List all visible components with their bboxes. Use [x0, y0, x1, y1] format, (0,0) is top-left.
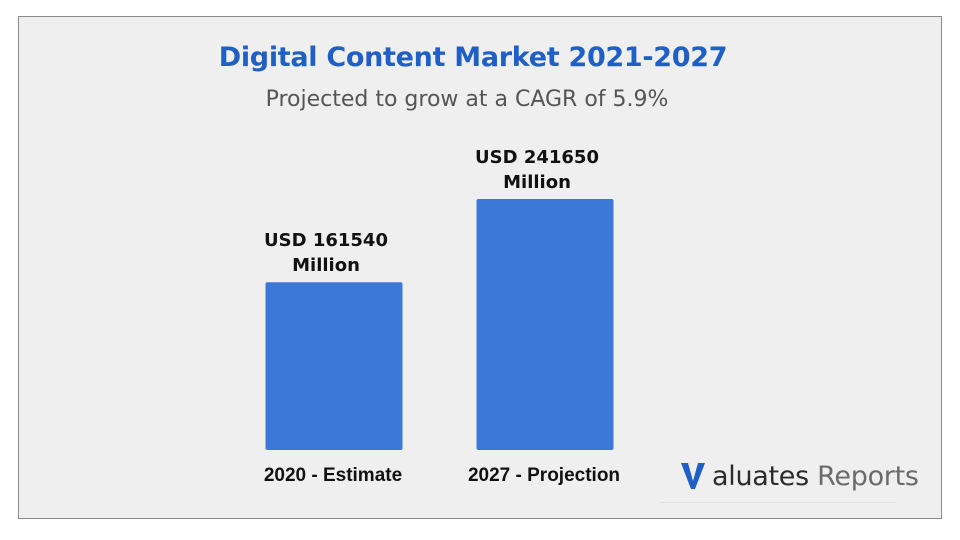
bar-1: [265, 282, 403, 450]
chart-subtitle: Projected to grow at a CAGR of 5.9%: [265, 87, 669, 112]
bar-2: [476, 199, 614, 450]
logo-suffix: Reports: [817, 460, 919, 492]
category-label-2: 2027 - Projection: [468, 465, 620, 486]
valuates-v-logo-icon: [681, 463, 705, 489]
valuates-reports-logo: aluates Reports: [680, 456, 919, 496]
bar-value-label-2: USD 241650 Million: [475, 147, 599, 193]
category-label-1: 2020 - Estimate: [264, 465, 402, 486]
logo-divider: [660, 502, 896, 503]
logo-word: aluates: [712, 460, 809, 492]
chart-title: Digital Content Market 2021-2027: [218, 42, 728, 73]
bar-value-label-1: USD 161540 Million: [264, 230, 388, 276]
